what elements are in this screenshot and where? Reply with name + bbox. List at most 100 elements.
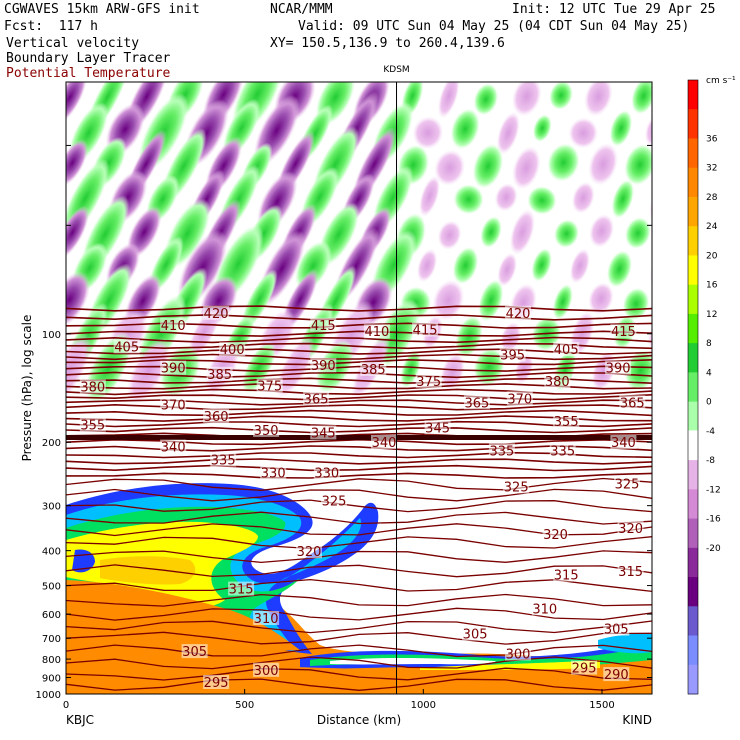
theta-label-bg <box>160 317 187 332</box>
theta-contour <box>66 644 652 658</box>
theta-label-bg <box>542 527 569 541</box>
theta-label-bg <box>415 373 442 388</box>
velocity-cell <box>450 108 480 150</box>
colorbar-label: 8 <box>706 339 712 349</box>
theta-label-bg <box>210 452 237 467</box>
theta-label-bg <box>363 324 390 339</box>
theta-label-bg <box>499 347 526 362</box>
theta-label: 325 <box>504 480 529 495</box>
velocity-cell <box>66 271 91 328</box>
theta-label: 300 <box>506 648 531 663</box>
colorbar-swatch <box>688 196 698 227</box>
colorbar-unit: cm s⁻¹ <box>706 76 736 86</box>
theta-contour <box>66 678 652 691</box>
theta-contour <box>66 426 652 434</box>
colorbar-swatch <box>688 606 698 637</box>
theta-contour <box>66 511 652 525</box>
theta-contour <box>66 394 652 401</box>
theta-label-bg <box>488 443 515 458</box>
velocity-cell <box>478 279 504 322</box>
colorbar-frame <box>687 79 699 695</box>
theta-label: 375 <box>257 379 282 394</box>
velocity-cell <box>412 116 444 150</box>
field-potential-temperature: Potential Temperature <box>6 66 171 81</box>
theta-label: 365 <box>464 396 489 411</box>
theta-contour <box>66 607 652 621</box>
colorbar-swatch <box>687 430 699 462</box>
theta-label-bg <box>424 420 451 435</box>
velocity-cell <box>644 113 652 147</box>
theta-label: 290 <box>604 668 629 683</box>
theta-contour <box>66 550 652 564</box>
theta-label-bg <box>553 342 580 357</box>
theta-label: 410 <box>161 319 186 334</box>
theta-label: 345 <box>311 426 336 441</box>
velocity-cell <box>472 143 504 189</box>
theta-label-bg <box>505 646 531 661</box>
theta-label-bg <box>371 435 397 449</box>
theta-label-bg <box>610 435 637 449</box>
theta-label-bg <box>253 422 280 437</box>
velocity-cell <box>532 114 552 142</box>
field-vertical-velocity: Vertical velocity <box>6 36 140 51</box>
colorbar-swatch <box>688 547 698 578</box>
colorbar-label: -20 <box>706 544 721 554</box>
theta-label-bg <box>296 544 322 559</box>
theta-label-bg <box>610 324 637 339</box>
colorbar-label: 24 <box>706 222 718 232</box>
velocity-cell <box>66 139 89 187</box>
theta-label: 320 <box>543 528 568 543</box>
theta-label-bg <box>181 644 208 659</box>
velocity-cell <box>497 252 518 287</box>
velocity-cell <box>473 83 499 116</box>
velocity-cell <box>609 110 633 147</box>
y-axis-label: Pressure (hPa), log scale <box>20 315 34 462</box>
theta-label: 365 <box>304 392 329 407</box>
theta-label-bg <box>463 395 490 410</box>
theta-contour <box>66 458 652 465</box>
theta-label: 295 <box>572 662 597 677</box>
theta-label-bg <box>605 360 632 375</box>
colorbar-swatch <box>688 489 698 520</box>
model-title: CGWAVES 15km ARW-GFS init <box>4 2 200 17</box>
theta-label: 325 <box>615 478 640 493</box>
x-tick-label: 1500 <box>589 700 614 711</box>
forecast-hour: Fcst: 117 h <box>4 19 98 34</box>
theta-label: 370 <box>507 392 532 407</box>
y-tick-label: 400 <box>42 547 61 558</box>
left-station-label: KBJC <box>66 713 94 727</box>
theta-label-bg <box>412 322 439 337</box>
theta-label-bg <box>206 366 233 381</box>
theta-label-bg <box>462 626 489 641</box>
colorbar-swatch <box>688 635 698 666</box>
colorbar-label: 12 <box>706 310 717 320</box>
y-tick-label: 500 <box>42 582 61 593</box>
theta-label: 380 <box>545 375 570 390</box>
y-tick-label: 600 <box>42 610 61 621</box>
theta-label: 385 <box>207 368 232 383</box>
theta-label-bg <box>260 465 287 480</box>
velocity-cell <box>419 175 441 217</box>
velocity-cell <box>622 287 650 321</box>
theta-label: 415 <box>413 324 438 339</box>
theta-label-bg <box>571 660 598 675</box>
theta-label-bg <box>503 479 530 494</box>
velocity-cell <box>588 143 619 186</box>
theta-label-bg <box>253 611 280 625</box>
theta-label-bg <box>313 465 340 480</box>
theta-label: 420 <box>506 307 531 322</box>
theta-contour <box>66 336 652 344</box>
theta-label-bg <box>617 563 644 578</box>
theta-contour <box>66 564 652 578</box>
y-tick-label: 700 <box>42 634 61 645</box>
theta-contour <box>66 464 652 472</box>
theta-contour <box>66 499 652 513</box>
theta-label: 340 <box>161 441 186 456</box>
velocity-cell <box>437 220 462 250</box>
theta-label: 375 <box>416 375 441 390</box>
velocity-cell <box>452 246 479 285</box>
theta-label-bg <box>617 520 644 535</box>
velocity-cell <box>611 179 635 219</box>
field-boundary-layer-tracer: Boundary Layer Tracer <box>6 51 171 66</box>
velocity-cell <box>527 186 557 215</box>
